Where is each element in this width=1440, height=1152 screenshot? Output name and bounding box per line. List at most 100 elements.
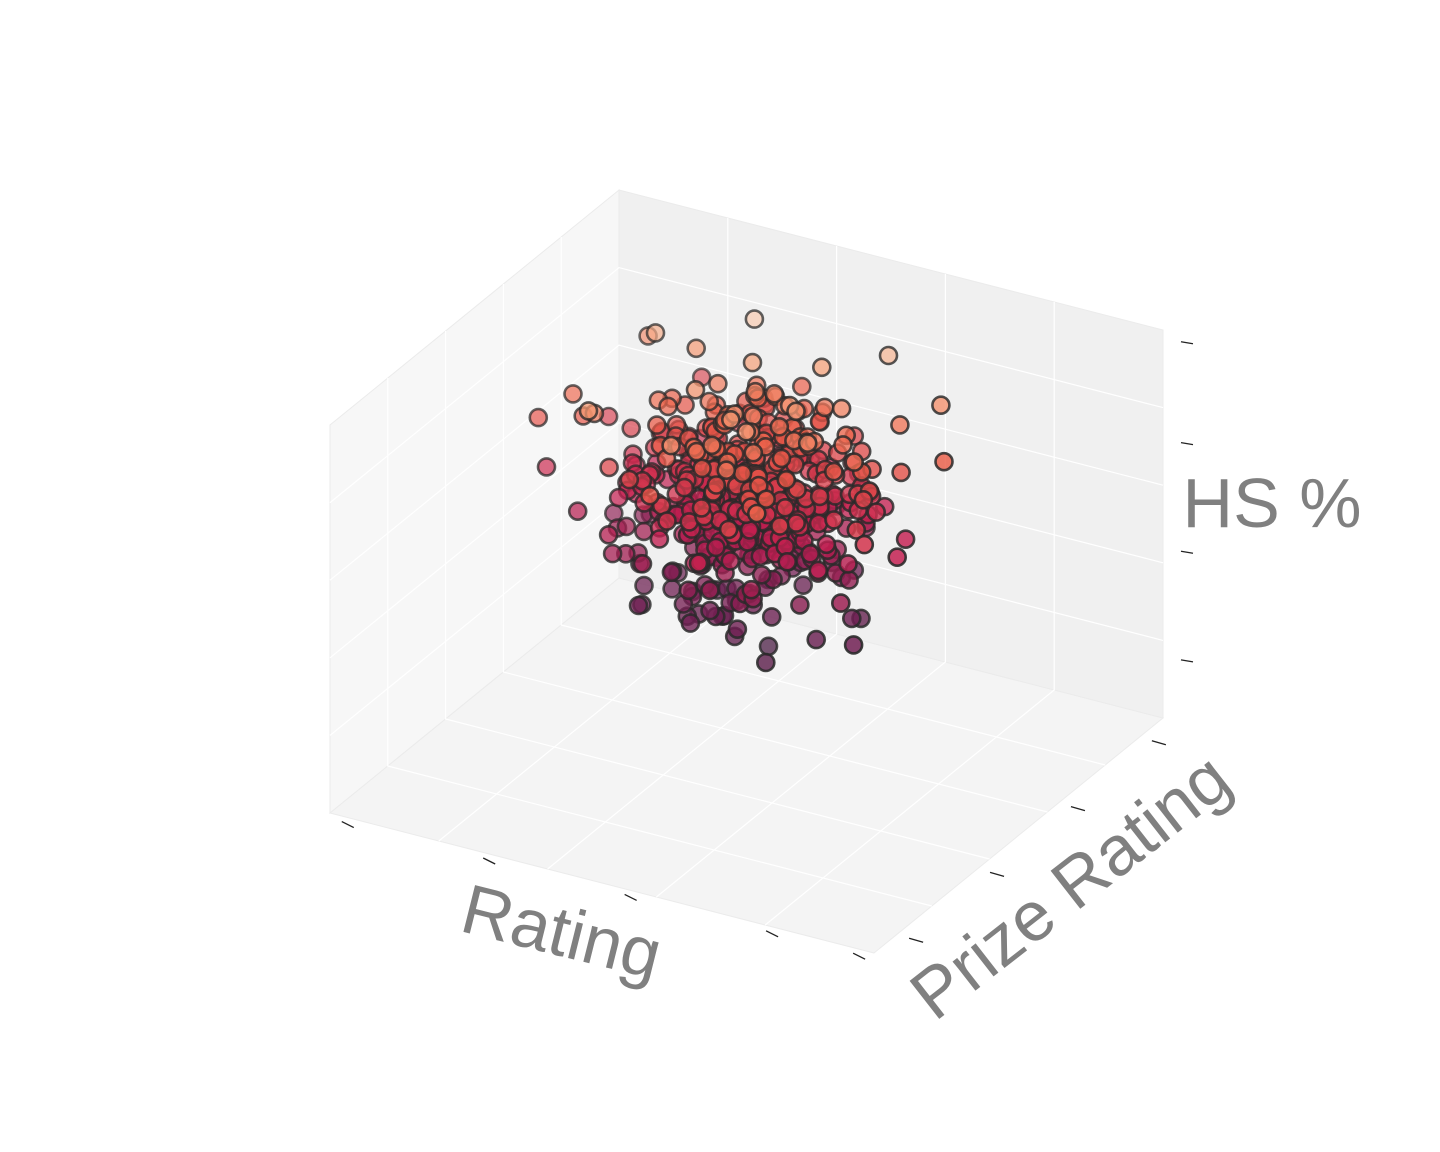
data-point (699, 391, 720, 412)
data-point (706, 475, 727, 495)
data-point (751, 564, 772, 585)
data-point (567, 501, 588, 522)
data-point (599, 457, 619, 478)
data-point (692, 458, 712, 479)
data-point (732, 463, 753, 484)
grid-z-1 (329, 422, 1164, 659)
data-point (702, 435, 722, 456)
data-point (578, 401, 599, 421)
data-point (691, 498, 712, 518)
grid-lines (329, 218, 1164, 926)
x-tick-3 (765, 930, 779, 938)
data-point (685, 379, 706, 400)
data-point (823, 461, 844, 482)
data-point (640, 485, 660, 506)
data-point (563, 384, 583, 404)
data-point (746, 503, 767, 524)
data-point (657, 511, 677, 531)
data-point (824, 510, 844, 530)
data-point (887, 547, 908, 568)
z-tick-1 (1180, 550, 1194, 554)
data-point (739, 520, 760, 540)
data-point (742, 352, 763, 373)
data-point (727, 619, 748, 640)
data-point (786, 513, 807, 533)
data-point (841, 608, 862, 629)
data-point (764, 383, 785, 404)
data-point (743, 442, 764, 463)
data-point (816, 534, 837, 555)
data-point (833, 435, 853, 455)
grid-x-1 (547, 246, 838, 870)
data-point (661, 562, 682, 583)
data-point (619, 469, 640, 490)
data-point (891, 462, 911, 483)
data-point (649, 529, 670, 549)
data-point (838, 554, 858, 574)
x-tick-2 (624, 893, 637, 901)
data-point (598, 524, 619, 545)
data-point (661, 435, 681, 456)
data-point (758, 636, 779, 657)
data-point (854, 534, 875, 555)
data-point (632, 553, 653, 574)
data-point (793, 575, 814, 596)
data-point (811, 357, 832, 378)
data-point (843, 635, 864, 655)
y-tick-2 (1070, 805, 1086, 812)
y-tick-3 (1151, 740, 1167, 746)
data-point (800, 543, 821, 564)
data-point (770, 516, 790, 536)
data-point (775, 497, 796, 518)
grid-y-0 (387, 378, 932, 907)
data-point (830, 593, 851, 613)
data-point (931, 395, 951, 416)
data-point (662, 578, 682, 599)
data-point (686, 338, 707, 359)
data-point (797, 433, 818, 454)
data-point (761, 607, 782, 627)
data-point (846, 520, 867, 540)
data-point (716, 460, 737, 481)
data-point (706, 537, 726, 558)
data-point (769, 416, 790, 437)
data-point (616, 516, 637, 537)
data-point (808, 560, 829, 581)
data-point (741, 579, 762, 600)
data-point (934, 451, 954, 472)
data-point (536, 457, 557, 477)
data-point (878, 345, 899, 366)
data-point (791, 376, 812, 397)
data-point (634, 575, 654, 596)
grid-y-3 (560, 237, 1106, 766)
z-tick-2 (1180, 441, 1194, 446)
z-axis-label: HS % (1183, 464, 1362, 542)
data-point (814, 397, 835, 418)
data-point (853, 489, 874, 510)
z-tick-0 (1180, 659, 1194, 663)
data-point (806, 629, 827, 650)
data-point (700, 580, 720, 601)
grid-z-2 (329, 344, 1164, 581)
data-point (708, 373, 728, 394)
data-point (688, 553, 709, 574)
data-point (790, 595, 810, 615)
data-point (736, 421, 757, 442)
data-point (720, 551, 741, 571)
data-point (602, 543, 623, 564)
grid-y-2 (502, 284, 1048, 813)
data-point (895, 529, 916, 550)
data-point (678, 580, 699, 601)
data-point (608, 487, 629, 508)
data-point (621, 418, 642, 439)
data-point (755, 652, 776, 673)
grid-z-3 (329, 266, 1164, 504)
y-tick-0 (908, 937, 924, 943)
data-point (839, 570, 859, 590)
grid-x-3 (764, 302, 1055, 926)
data-point (777, 551, 798, 572)
data-point (771, 448, 792, 469)
data-point (647, 415, 667, 435)
data-point (890, 415, 910, 435)
data-point (528, 407, 549, 428)
